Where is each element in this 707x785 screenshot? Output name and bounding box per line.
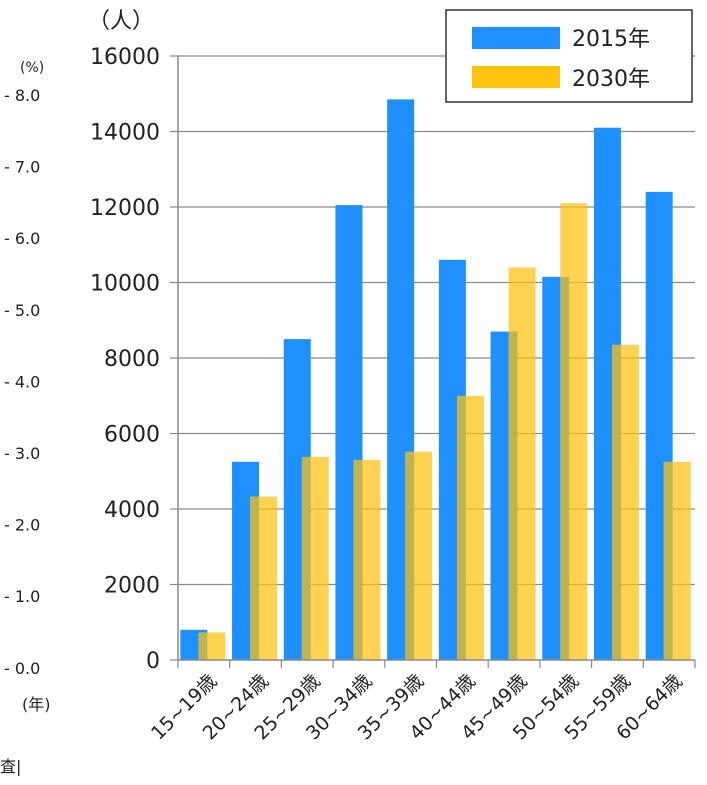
bg-tick-label: - 5.0 xyxy=(4,301,40,320)
y-tick-label: 10000 xyxy=(90,272,160,297)
bg-tick-label: - 2.0 xyxy=(4,516,40,535)
bar-2030-6 xyxy=(508,267,536,660)
bg-year-label: (年) xyxy=(22,695,51,714)
bg-tick-label: - 8.0 xyxy=(4,86,40,105)
legend-label-2015: 2015年 xyxy=(572,27,650,52)
bg-tick-label: - 4.0 xyxy=(4,372,40,391)
y-tick-label: 16000 xyxy=(90,45,160,70)
bar-2030-3 xyxy=(353,459,381,660)
bar-2030-5 xyxy=(456,395,484,660)
background-chart-fragment: (%) - 8.0- 7.0- 6.0- 5.0- 4.0- 3.0- 2.0-… xyxy=(0,60,51,776)
bg-unit-label: (%) xyxy=(20,60,44,76)
y-tick-label: 0 xyxy=(146,649,160,674)
y-tick-label: 6000 xyxy=(104,423,160,448)
axes xyxy=(177,56,696,668)
y-tick-label: 2000 xyxy=(104,574,160,599)
bg-cut-text: 査| xyxy=(0,757,21,776)
legend-swatch-2015 xyxy=(472,27,560,49)
bar-2030-9 xyxy=(663,461,691,660)
bar-2030-1 xyxy=(250,496,278,660)
y-tick-label: 8000 xyxy=(104,347,160,372)
legend: 2015年 2030年 xyxy=(445,9,693,103)
bar-2030-4 xyxy=(405,451,433,660)
bar-2030-7 xyxy=(560,203,588,660)
bar-2030-0 xyxy=(198,632,226,660)
bg-tick-labels: - 8.0 - 7.0 - 6.0 - 5.0 - 4.0 - 3.0 - 2.0 - 1.0… xyxy=(4,86,40,678)
bars xyxy=(180,99,691,661)
bg-tick-label: - 1.0 xyxy=(4,587,40,606)
bar-2030-8 xyxy=(611,344,639,660)
bg-tick-label: - 6.0 xyxy=(4,229,40,248)
legend-box xyxy=(445,9,693,103)
y-tick-labels: 0 2000 4000 6000 8000 10000 12000 14000 16000 xyxy=(90,45,160,674)
y-tick-label: 4000 xyxy=(104,498,160,523)
legend-swatch-2030 xyxy=(472,66,560,88)
y-tick-label: 12000 xyxy=(90,196,160,221)
bg-tick-label: - 3.0 xyxy=(4,444,40,463)
bg-tick-label: - 7.0 xyxy=(4,158,40,177)
x-tick-labels: 15~19歳20~24歳25~29歳30~34歳35~39歳40~44歳45~4… xyxy=(147,670,687,744)
legend-label-2030: 2030年 xyxy=(572,67,650,92)
y-tick-label: 14000 xyxy=(90,121,160,146)
bg-tick-label: - 0.0 xyxy=(4,659,40,678)
bar-2030-2 xyxy=(301,456,329,660)
y-axis-label: （人） xyxy=(88,9,154,34)
